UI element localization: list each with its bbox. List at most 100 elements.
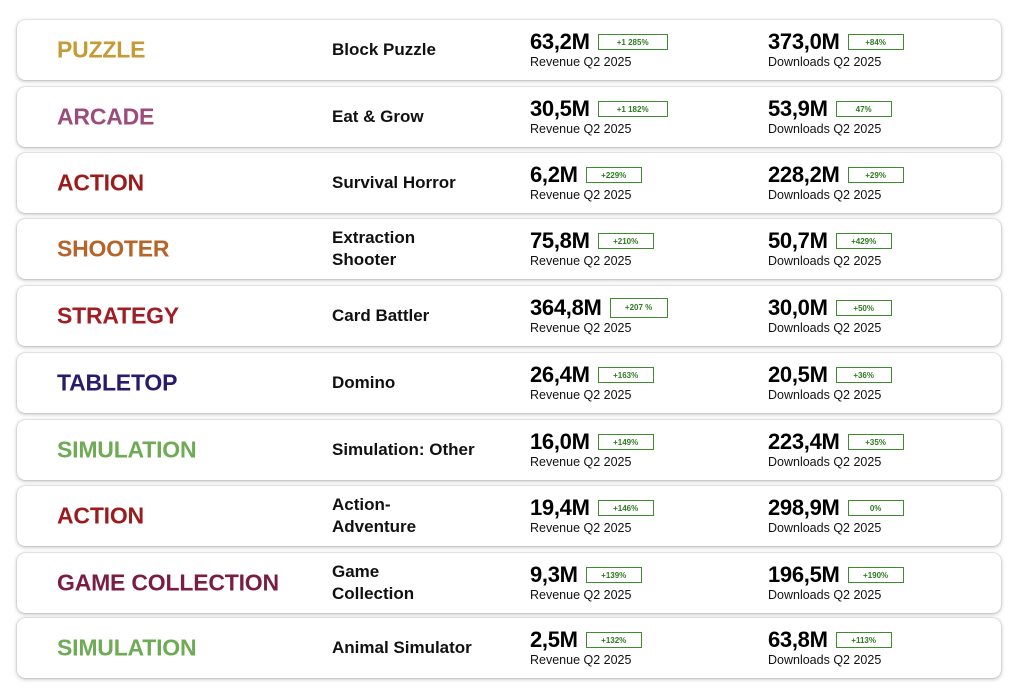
list-item: ARCADE Eat & Grow 30,5M +1 182% Revenue Q… [17,87,1001,147]
genre-label: ACTION [57,169,144,196]
subgenre-label: Extraction Shooter [332,228,416,269]
revenue-caption: Revenue Q2 2025 [530,388,632,402]
revenue-value: 16,0M [530,429,590,454]
revenue-caption: Revenue Q2 2025 [530,122,632,136]
genre-label: SIMULATION [57,634,197,661]
list-item: TABLETOP Domino 26,4M +163% Revenue Q2 20… [17,353,1001,413]
downloads-change-badge: +36% [835,367,892,383]
subgenre-label: Card Battler [332,306,430,325]
downloads-metric: 20,5M +36% Downloads Q2 2025 [768,362,892,406]
genre-label: SIMULATION [57,436,197,463]
revenue-value: 75,8M [530,228,590,253]
subgenre-label: Action-Adventure [332,495,417,536]
downloads-metric: 228,2M +29% Downloads Q2 2025 [768,162,904,206]
downloads-value: 298,9M [768,495,840,520]
subgenre-label: Survival Horror [332,173,456,192]
revenue-change-badge: +229% [585,167,642,183]
downloads-metric: 53,9M 47% Downloads Q2 2025 [768,96,892,140]
downloads-caption: Downloads Q2 2025 [768,321,882,335]
subgenre-label: Animal Simulator [332,638,472,657]
revenue-value: 364,8M [530,295,602,320]
downloads-caption: Downloads Q2 2025 [768,588,882,602]
subgenre-label: Domino [332,373,396,392]
genre-label: GAME COLLECTION [57,569,279,596]
revenue-change-badge: +1 285% [597,34,668,50]
downloads-change-badge: +29% [847,167,904,183]
revenue-caption: Revenue Q2 2025 [530,653,632,667]
downloads-metric: 298,9M 0% Downloads Q2 2025 [768,495,904,539]
downloads-value: 223,4M [768,429,840,454]
genre-label: STRATEGY [57,302,179,329]
downloads-value: 63,8M [768,627,828,652]
revenue-change-badge: +163% [597,367,654,383]
downloads-caption: Downloads Q2 2025 [768,521,882,535]
subgenre-label: Eat & Grow [332,107,424,126]
revenue-change-badge: +207 % [609,298,668,318]
genre-label: ARCADE [57,103,155,130]
revenue-caption: Revenue Q2 2025 [530,588,632,602]
revenue-metric: 75,8M +210% Revenue Q2 2025 [530,228,654,272]
downloads-metric: 30,0M +50% Downloads Q2 2025 [768,295,892,339]
subgenre-label: Block Puzzle [332,40,436,59]
revenue-caption: Revenue Q2 2025 [530,455,632,469]
revenue-caption: Revenue Q2 2025 [530,55,632,69]
revenue-value: 9,3M [530,562,578,587]
genre-label: ACTION [57,502,144,529]
revenue-caption: Revenue Q2 2025 [530,521,632,535]
revenue-metric: 6,2M +229% Revenue Q2 2025 [530,162,642,206]
subgenre-label: Simulation: Other [332,440,475,459]
genre-label: TABLETOP [57,369,178,396]
downloads-change-badge: +84% [847,34,904,50]
downloads-value: 20,5M [768,362,828,387]
list-item: ACTION Survival Horror 6,2M +229% Revenue… [17,153,1001,213]
downloads-change-badge: +429% [835,233,892,249]
downloads-metric: 50,7M +429% Downloads Q2 2025 [768,228,892,272]
revenue-metric: 364,8M +207 % Revenue Q2 2025 [530,295,668,339]
downloads-value: 196,5M [768,562,840,587]
list-item: SIMULATION Simulation: Other 16,0M +149% … [17,420,1001,480]
downloads-metric: 373,0M +84% Downloads Q2 2025 [768,29,904,73]
revenue-caption: Revenue Q2 2025 [530,188,632,202]
list-item: SHOOTER Extraction Shooter 75,8M +210% Re… [17,219,1001,279]
list-item: PUZZLE Block Puzzle 63,2M +1 285% Revenue… [17,20,1001,80]
revenue-change-badge: +139% [585,567,642,583]
revenue-value: 26,4M [530,362,590,387]
downloads-caption: Downloads Q2 2025 [768,653,882,667]
downloads-value: 373,0M [768,29,840,54]
downloads-caption: Downloads Q2 2025 [768,122,882,136]
revenue-metric: 63,2M +1 285% Revenue Q2 2025 [530,29,668,73]
downloads-change-badge: 47% [835,101,892,117]
genre-label: SHOOTER [57,235,170,262]
subgenre-label: Game Collection [332,562,415,603]
downloads-value: 30,0M [768,295,828,320]
revenue-metric: 9,3M +139% Revenue Q2 2025 [530,562,642,606]
revenue-change-badge: +1 182% [597,101,668,117]
downloads-caption: Downloads Q2 2025 [768,388,882,402]
revenue-change-badge: +149% [597,434,654,450]
downloads-caption: Downloads Q2 2025 [768,55,882,69]
downloads-change-badge: +190% [847,567,904,583]
revenue-metric: 2,5M +132% Revenue Q2 2025 [530,627,642,671]
list-item: ACTION Action-Adventure 19,4M +146% Reven… [17,486,1001,546]
genre-label: PUZZLE [57,36,146,63]
revenue-value: 2,5M [530,627,578,652]
downloads-caption: Downloads Q2 2025 [768,455,882,469]
revenue-value: 19,4M [530,495,590,520]
revenue-value: 30,5M [530,96,590,121]
downloads-metric: 63,8M +113% Downloads Q2 2025 [768,627,892,671]
downloads-metric: 196,5M +190% Downloads Q2 2025 [768,562,904,606]
list-item: SIMULATION Animal Simulator 2,5M +132% Re… [17,618,1001,678]
downloads-caption: Downloads Q2 2025 [768,254,882,268]
revenue-caption: Revenue Q2 2025 [530,254,632,268]
revenue-change-badge: +210% [597,233,654,249]
downloads-change-badge: +35% [847,434,904,450]
downloads-change-badge: +50% [835,300,892,316]
list-item: GAME COLLECTION Game Collection 9,3M +139… [17,553,1001,613]
downloads-value: 53,9M [768,96,828,121]
revenue-metric: 26,4M +163% Revenue Q2 2025 [530,362,654,406]
revenue-change-badge: +132% [585,632,642,648]
revenue-value: 63,2M [530,29,590,54]
revenue-metric: 30,5M +1 182% Revenue Q2 2025 [530,96,668,140]
revenue-value: 6,2M [530,162,578,187]
